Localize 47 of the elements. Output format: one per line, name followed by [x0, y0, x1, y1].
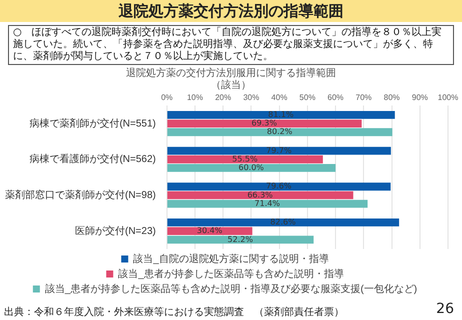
- chart-title: 退院処方薬交付方法別の指導範囲: [0, 0, 462, 22]
- x-tick-label: 60%: [328, 93, 344, 102]
- x-tick-label: 30%: [243, 93, 260, 102]
- x-tick-label: 50%: [299, 93, 316, 102]
- bar: [167, 120, 362, 128]
- y-tick-label: 病棟で薬剤師が交付(N=551): [29, 117, 156, 130]
- y-tick-label: 医師が交付(N=23): [74, 224, 156, 237]
- bar: [167, 164, 336, 172]
- data-label: 79.7%: [266, 146, 292, 155]
- bar: [167, 236, 314, 244]
- x-tick-label: 20%: [215, 93, 232, 102]
- x-tick-label: 80%: [384, 93, 400, 102]
- data-label: 52.2%: [228, 234, 254, 244]
- bar: [167, 146, 391, 155]
- bar: [167, 155, 323, 164]
- x-tick-label: 90%: [412, 93, 428, 102]
- x-tick-label: 70%: [356, 93, 372, 102]
- text: 26: [436, 301, 454, 317]
- data-label: 30.4%: [196, 226, 223, 236]
- bar: [167, 110, 395, 119]
- data-label: 80.2%: [266, 127, 293, 136]
- x-tick-label: 40%: [271, 93, 288, 102]
- data-label: 55.5%: [232, 154, 258, 164]
- x-tick-label: 10%: [186, 93, 203, 102]
- legend-label: 該当_自院の退院処方薬に関する説明・指導: [133, 252, 329, 265]
- y-tick-label: 薬剤部窓口で薬剤師が交付(N=98): [4, 188, 156, 201]
- bar: [167, 200, 368, 208]
- chart-subtitle: 退院処方薬の交付方法別服用に関する指導範囲: [125, 66, 337, 80]
- bar: [167, 218, 400, 226]
- data-label: 79.6%: [266, 182, 292, 191]
- data-label: 81.1%: [268, 110, 294, 119]
- data-label: 69.3%: [252, 118, 278, 128]
- data-label: 82.6%: [270, 218, 296, 227]
- x-tick-label: 0%: [161, 93, 173, 102]
- legend-label: 該当_患者が持参した医薬品等も含めた説明・指導及び必要な服薬支援(一包化など): [44, 282, 418, 295]
- y-tick-label: 病棟で看護師が交付(N=562): [29, 153, 156, 166]
- legend-label: 該当_患者が持参した医薬品等も含めた説明・指導: [118, 268, 344, 280]
- bar: [167, 227, 252, 236]
- source-note: 出典：令和６年度入院・外来医療等における実態調査 （薬剤部責任者票）: [4, 306, 344, 319]
- bar: [167, 128, 392, 136]
- data-label: 66.3%: [247, 190, 274, 200]
- data-label: 60.0%: [238, 163, 264, 172]
- data-label: 71.4%: [254, 198, 280, 208]
- text: （該当）: [210, 78, 252, 92]
- x-tick-label: 100%: [438, 93, 458, 102]
- text: ○ ほぼすべての退院時薬剤交付時において「自院の退院処方について」の指導を８０％以上実施していた。続いて、「持参薬を含めた説明指導、及び必要な服薬支援について」が多く、特に、薬剤師が関与していると７０％以上が実施していた。: [8, 25, 454, 65]
- bar: [167, 182, 391, 191]
